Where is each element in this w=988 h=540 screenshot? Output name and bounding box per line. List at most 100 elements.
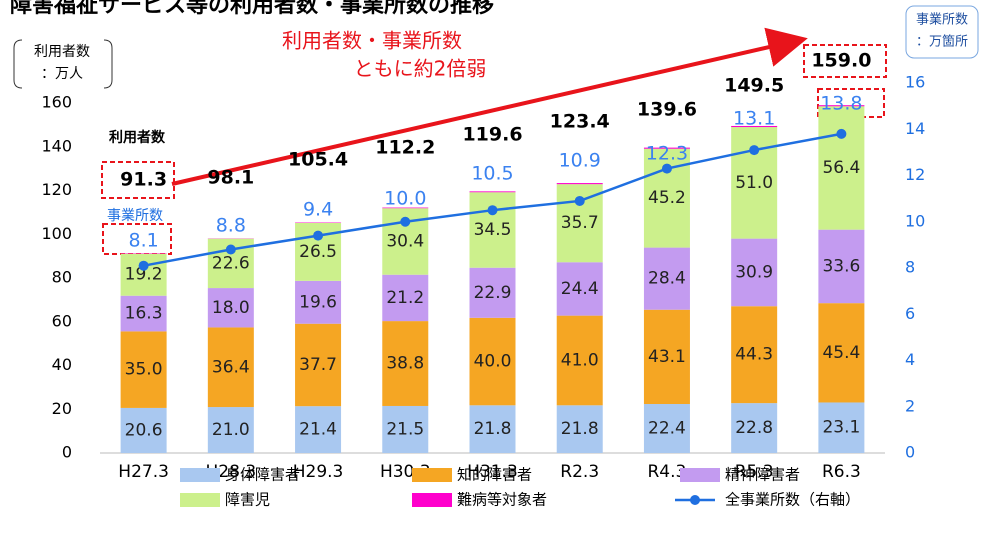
bar-segment (382, 405, 429, 453)
legend-swatch (412, 468, 452, 482)
bar-segment (818, 402, 865, 453)
bracket (13, 39, 113, 89)
highlight-box (817, 88, 885, 118)
bar-segment (643, 147, 690, 149)
value-label: 20.6 (125, 420, 163, 440)
value-label: 45.2 (648, 188, 686, 208)
value-label: 21.4 (299, 420, 337, 440)
bar-segment (469, 317, 516, 406)
y2-tick-label: 14 (905, 119, 925, 138)
value-label: 22.6 (212, 253, 250, 273)
y2-tick-label: 4 (905, 350, 915, 369)
value-label: 22.4 (648, 419, 686, 439)
y2-tick-label: 10 (905, 211, 925, 230)
line-marker (400, 216, 411, 227)
line-value-label: 10.5 (471, 163, 513, 185)
x-tick-label: R5.3 (735, 462, 774, 482)
y-tick-label: 40 (52, 355, 72, 374)
line-value-label: 13.8 (820, 93, 862, 115)
y2-axis-label: ：万箇所 (916, 34, 968, 50)
bar-segment (120, 295, 167, 332)
value-label: 35.0 (125, 360, 163, 380)
bar-segment (556, 183, 603, 185)
highlight-box (101, 161, 175, 199)
line-value-label: 8.8 (216, 215, 246, 237)
legend-swatch (412, 493, 452, 507)
bar-segment (469, 267, 516, 318)
bar-segment (556, 262, 603, 316)
total-label: 149.5 (724, 75, 784, 97)
y-tick-label: 80 (52, 268, 72, 287)
bar-segment (818, 303, 865, 403)
legend-marker (690, 495, 700, 505)
highlight-box (803, 44, 887, 78)
bar-segment (207, 288, 254, 328)
x-tick-label: R2.3 (560, 462, 599, 482)
y2-tick-label: 2 (905, 396, 915, 415)
caption: 利用者数 (109, 129, 166, 146)
value-label: 40.0 (474, 352, 512, 372)
value-label: 28.4 (648, 269, 686, 289)
value-label: 16.3 (125, 304, 163, 324)
value-label: 19.2 (125, 265, 163, 285)
bar-segment (207, 407, 254, 453)
bar-segment (731, 306, 778, 404)
x-tick-label: R4.3 (648, 462, 687, 482)
value-label: 35.7 (561, 213, 599, 233)
legend-swatch (180, 493, 220, 507)
bar-segment (295, 280, 342, 324)
y-tick-label: 100 (41, 224, 72, 243)
y2-tick-label: 8 (905, 258, 915, 277)
x-tick-label: H27.3 (118, 462, 169, 482)
value-label: 21.8 (561, 419, 599, 439)
bar-segment (643, 309, 690, 404)
value-label: 19.6 (299, 292, 337, 312)
value-label: 45.4 (822, 343, 860, 363)
chart-title: 障害福祉サービス等の利用者数・事業所数の推移 (10, 0, 494, 18)
value-label: 24.4 (561, 279, 599, 299)
legend-label: 知的障害者 (457, 466, 532, 484)
y2-tick-label: 12 (905, 165, 925, 184)
legend-label: 全事業所数（右軸） (725, 491, 860, 509)
value-label: 30.4 (386, 231, 424, 251)
total-label: 98.1 (207, 167, 254, 189)
bar-segment (818, 105, 865, 107)
legend-label: 精神障害者 (725, 466, 800, 484)
x-tick-label: H31.3 (467, 462, 518, 482)
value-label: 33.6 (822, 256, 860, 276)
bracket (905, 5, 979, 59)
bar-segment (469, 191, 516, 193)
total-label: 112.2 (375, 137, 435, 159)
total-label: 123.4 (550, 111, 610, 133)
bar-segment (120, 407, 167, 453)
arrow (171, 27, 808, 186)
bar-segment (120, 331, 167, 408)
line-marker (661, 163, 672, 174)
x-tick-label: H29.3 (293, 462, 344, 482)
bar-segment (382, 207, 429, 209)
bar-segment (818, 229, 865, 304)
bar-segment (731, 125, 778, 128)
bar-segment (469, 405, 516, 453)
value-label: 56.4 (822, 158, 860, 178)
line-marker (487, 205, 498, 216)
line-marker (836, 128, 847, 139)
value-label: 22.9 (474, 283, 512, 303)
line-value-label: 12.3 (646, 143, 688, 165)
value-label: 34.5 (474, 220, 512, 240)
annotation: ともに約2倍弱 (354, 57, 487, 81)
value-label: 51.0 (735, 173, 773, 193)
y-tick-label: 60 (52, 311, 72, 330)
value-label: 44.3 (735, 345, 773, 365)
value-label: 30.9 (735, 262, 773, 282)
y2-tick-label: 0 (905, 443, 915, 462)
value-label: 26.5 (299, 242, 337, 262)
bar-segment (556, 315, 603, 406)
y-tick-label: 120 (41, 180, 72, 199)
bar-segment (382, 274, 429, 322)
bar-segment (643, 404, 690, 453)
bar-segment (382, 321, 429, 406)
caption: 事業所数 (107, 208, 163, 224)
value-label: 23.1 (822, 418, 860, 438)
